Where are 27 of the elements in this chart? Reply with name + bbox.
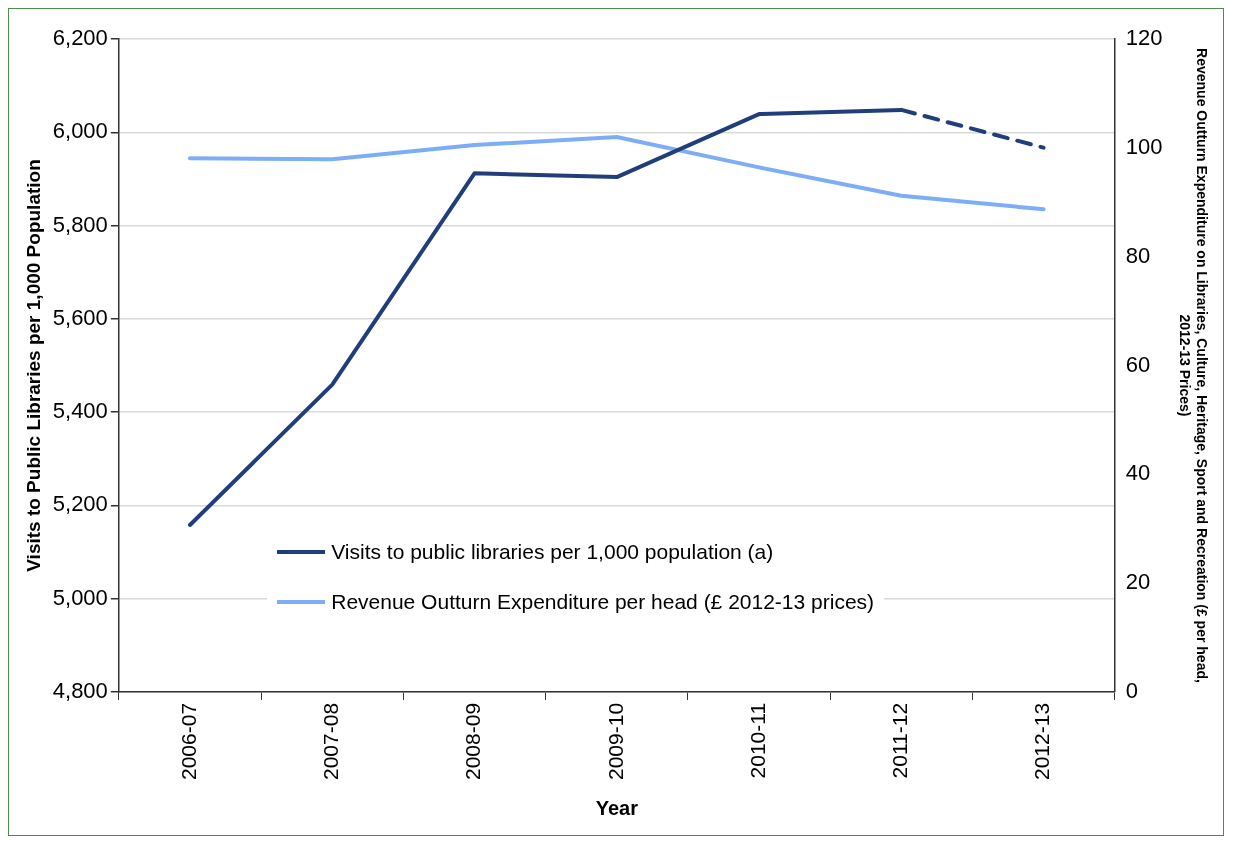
y2-tick-label: 20 — [1125, 569, 1151, 595]
x-tick-label: 2011-12 — [888, 702, 912, 779]
legend-label: Revenue Outturn Expenditure per head (£ 2012-13 prices) — [331, 589, 875, 614]
x-tick-label: 2008-09 — [461, 702, 485, 781]
y-tick-label: 5,000 — [52, 584, 108, 610]
y2-tick-label: 80 — [1125, 242, 1151, 268]
x-tick-label: 2007-08 — [319, 702, 343, 781]
x-tick-label: 2009-10 — [603, 702, 627, 781]
y-tick-label: 5,800 — [52, 211, 108, 237]
y-tick-label: 6,200 — [52, 25, 108, 51]
x-axis-title: Year — [595, 796, 639, 819]
y2-tick-label: 40 — [1125, 460, 1151, 486]
y-tick-label: 6,000 — [52, 118, 108, 144]
y-tick-label: 5,400 — [52, 398, 108, 424]
y2-tick-label: 60 — [1125, 351, 1151, 377]
y-axis-title: Visits to Public Libraries per 1,000 Population — [22, 159, 44, 572]
y2-tick-label: 0 — [1125, 677, 1138, 703]
y-tick-label: 5,600 — [52, 304, 108, 330]
x-tick-label: 2010-11 — [745, 702, 769, 779]
y2-tick-label: 120 — [1125, 25, 1163, 51]
x-tick-label: 2006-07 — [176, 702, 200, 781]
y-tick-label: 5,200 — [52, 491, 108, 517]
legend-label: Visits to public libraries per 1,000 population (a) — [331, 539, 774, 564]
y2-axis-title: Revenue Outturn Expenditure on Libraries, Culture, Heritage, Sport and Recreation (£ per head, 2012-13 Prices) — [1176, 48, 1210, 683]
x-tick-label: 2012-13 — [1030, 702, 1054, 781]
y-tick-label: 4,800 — [52, 677, 108, 703]
y2-tick-label: 100 — [1125, 133, 1163, 159]
